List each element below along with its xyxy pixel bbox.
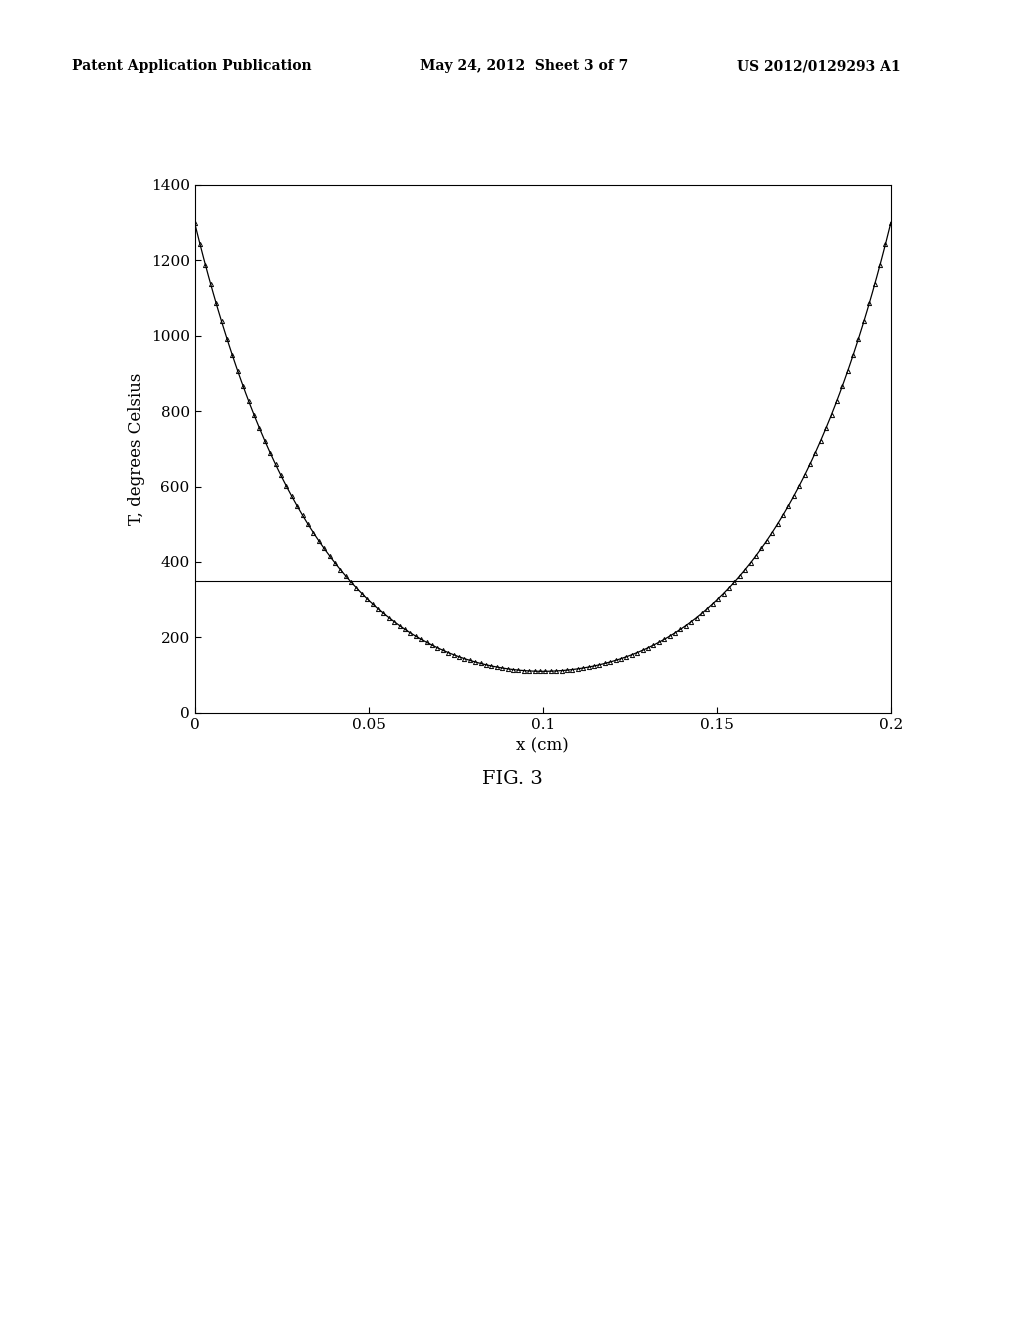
Text: FIG. 3: FIG. 3 [481,770,543,788]
Text: Patent Application Publication: Patent Application Publication [72,59,311,74]
Text: May 24, 2012  Sheet 3 of 7: May 24, 2012 Sheet 3 of 7 [420,59,628,74]
Y-axis label: T, degrees Celsius: T, degrees Celsius [128,372,145,525]
Text: US 2012/0129293 A1: US 2012/0129293 A1 [737,59,901,74]
X-axis label: x (cm): x (cm) [516,737,569,754]
